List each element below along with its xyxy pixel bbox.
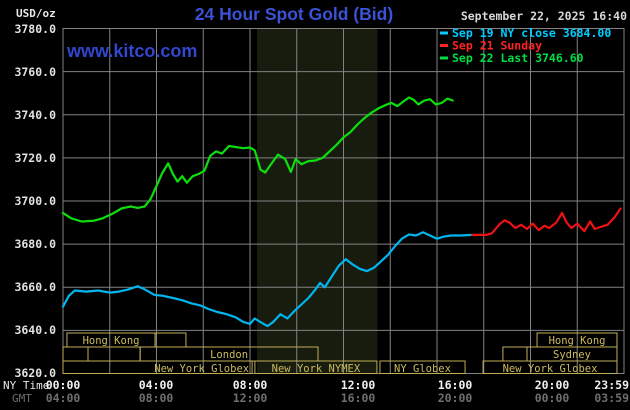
x-tick-ny: 20:00 [535, 378, 570, 392]
datetime-label: September 22, 2025 16:40 [461, 9, 627, 23]
session-box [154, 332, 187, 348]
legend-label-sep22: Sep 22 Last 3746.60 [452, 51, 584, 65]
x-axis-gmt-row: GMT 04:00 08:00 12:00 16:00 20:00 00:00 … [12, 391, 629, 405]
y-tick-label: 3700.0 [14, 194, 56, 208]
session-label: New York NYMEX [272, 363, 361, 375]
price-line-sep-22-today- [61, 96, 454, 223]
x-tick-gmt: 00:00 [535, 391, 570, 405]
legend-label-sep21: Sep 21 Sunday [452, 39, 542, 53]
y-axis-labels: 3780.0 3760.0 3740.0 3720.0 3700.0 3680.… [14, 22, 56, 380]
session-label: NY Globex [394, 363, 451, 375]
x-axis-ny-row: NY Time 00:00 04:00 08:00 12:00 16:00 20… [3, 378, 629, 392]
session-label: London [210, 349, 248, 361]
y-tick-label: 3680.0 [14, 237, 56, 251]
unit-label: USD/oz [16, 7, 56, 20]
x-tick-gmt: 20:00 [438, 391, 473, 405]
y-tick-label: 3620.0 [14, 366, 56, 380]
chart-title: 24 Hour Spot Gold (Bid) [195, 4, 393, 24]
x-tick-gmt: 08:00 [139, 391, 174, 405]
session-box-ny-globex [379, 360, 466, 374]
session-label: Hong Kong [83, 335, 140, 347]
session-box-new-york-globex [62, 360, 253, 374]
session-box-new-york-globex [482, 360, 618, 374]
session-box [87, 346, 141, 362]
x-tick-gmt: 04:00 [46, 391, 81, 405]
session-label: Sydney [553, 349, 591, 361]
session-box [62, 346, 89, 362]
x-tick-ny: 23:59 [594, 378, 629, 392]
session-box-new-york-nymex [254, 360, 378, 374]
x-tick-ny: 00:00 [46, 378, 81, 392]
y-tick-label: 3660.0 [14, 280, 56, 294]
legend-label-sep19: Sep 19 NY close 3684.00 [452, 26, 611, 40]
y-tick-label: 3640.0 [14, 323, 56, 337]
ny-time-axis-label: NY Time [3, 379, 49, 392]
session-box [502, 346, 528, 362]
x-tick-ny: 08:00 [233, 378, 268, 392]
x-tick-ny: 12:00 [341, 378, 376, 392]
y-tick-label: 3780.0 [14, 22, 56, 36]
x-tick-gmt: 12:00 [233, 391, 268, 405]
price-line-sep-21-sunday [471, 207, 622, 236]
x-tick-ny: 16:00 [438, 378, 473, 392]
session-label: New York Globex [154, 363, 249, 375]
y-tick-label: 3720.0 [14, 151, 56, 165]
x-tick-gmt: 03:59 [594, 391, 629, 405]
y-tick-label: 3740.0 [14, 108, 56, 122]
session-label: New York Globex [503, 363, 598, 375]
x-tick-ny: 04:00 [139, 378, 174, 392]
y-tick-label: 3760.0 [14, 65, 56, 79]
kitco-watermark-link[interactable]: www.kitco.com [66, 41, 197, 61]
price-line-sep-19-ny-close [61, 231, 474, 328]
legend: Sep 19 NY close 3684.00 Sep 21 Sunday Se… [440, 26, 611, 65]
x-tick-gmt: 16:00 [341, 391, 376, 405]
gmt-axis-label: GMT [12, 392, 32, 405]
session-label: Hong Kong [549, 335, 606, 347]
